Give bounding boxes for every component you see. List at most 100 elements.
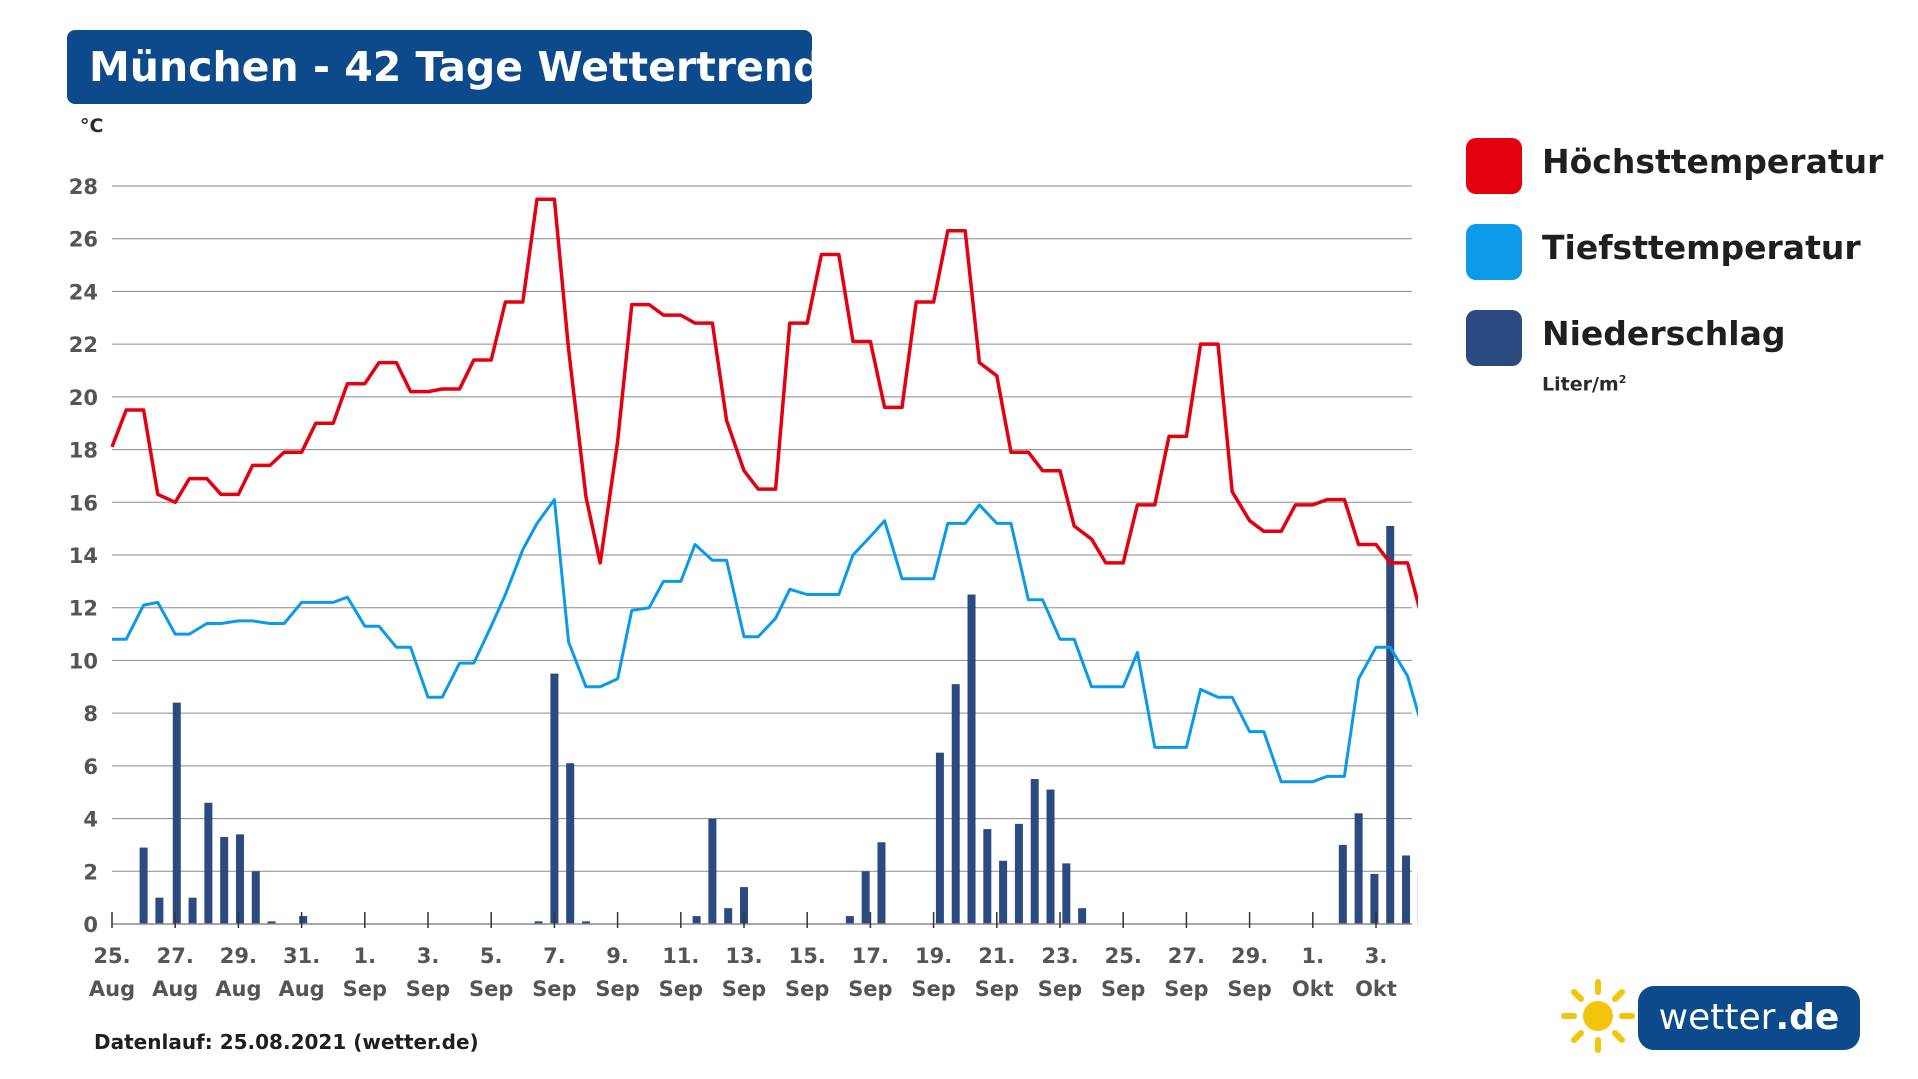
x-tick-label: Sep <box>722 977 766 1001</box>
y-tick-label: 14 <box>69 544 98 568</box>
x-tick-label: Sep <box>1038 977 1082 1001</box>
precipitation-bar <box>1402 855 1411 924</box>
page-title: München - 42 Tage Wettertrend <box>67 30 822 104</box>
precipitation-unit: Liter/m2 <box>1542 373 1626 395</box>
gridlines <box>112 185 1412 872</box>
x-tick-label: 29. <box>1231 944 1268 968</box>
x-tick-label: 23. <box>1041 944 1078 968</box>
precipitation-bar <box>1370 873 1379 924</box>
precipitation-bar <box>172 702 181 924</box>
x-tick-label: Aug <box>215 977 261 1001</box>
temperature-lines <box>110 197 1418 784</box>
max-temperature-line <box>110 197 1418 610</box>
precipitation-unit-base: Liter/m <box>1542 373 1619 396</box>
x-tick-label: 9. <box>606 944 629 968</box>
x-tick-label: Okt <box>1355 977 1397 1001</box>
min-temperature-line <box>112 498 1418 784</box>
precipitation-bar <box>1338 844 1347 924</box>
precipitation-bar <box>566 763 575 924</box>
y-tick-label: 10 <box>69 649 98 673</box>
precipitation-bar <box>1030 779 1039 924</box>
y-tick-label: 4 <box>83 808 98 832</box>
x-tick-label: Sep <box>785 977 829 1001</box>
x-tick-label: Sep <box>975 977 1019 1001</box>
precipitation-bar <box>204 802 213 924</box>
x-tick-label: 5. <box>480 944 503 968</box>
x-tick-label: Sep <box>848 977 892 1001</box>
x-tick-label: 7. <box>543 944 566 968</box>
y-tick-label: 18 <box>69 439 98 463</box>
precipitation-bar <box>983 829 992 924</box>
x-tick-label: Sep <box>532 977 576 1001</box>
x-tick-label: Sep <box>1164 977 1208 1001</box>
x-tick-label: 17. <box>852 944 889 968</box>
y-tick-label: 24 <box>69 280 98 304</box>
legend-label-max-temp: Höchsttemperatur <box>1542 142 1884 181</box>
precipitation-bar <box>139 847 148 924</box>
precipitation-bar <box>1078 908 1087 924</box>
x-tick-label: 11. <box>662 944 699 968</box>
legend-swatch-min-temp <box>1466 224 1522 280</box>
y-tick-label: 2 <box>83 860 98 884</box>
precipitation-bar <box>251 871 260 924</box>
x-tick-label: 13. <box>725 944 762 968</box>
precipitation-bar <box>188 897 197 924</box>
precipitation-unit-exponent: 2 <box>1618 373 1627 386</box>
x-tick-label: Aug <box>89 977 135 1001</box>
precipitation-bar <box>550 673 559 924</box>
precipitation-bar <box>299 916 308 924</box>
legend-swatch-precipitation <box>1466 310 1522 366</box>
precipitation-bar <box>235 834 244 924</box>
x-tick-label: Sep <box>659 977 703 1001</box>
y-tick-label: 28 <box>69 175 98 199</box>
x-tick-label: Sep <box>1101 977 1145 1001</box>
y-tick-label: 16 <box>69 491 98 515</box>
y-tick-label: 20 <box>69 386 98 410</box>
legend-swatch-max-temp <box>1466 138 1522 194</box>
precipitation-bar <box>951 684 960 924</box>
x-tick-label: Aug <box>278 977 324 1001</box>
x-tick-label: 31. <box>283 944 320 968</box>
x-tick-label: 21. <box>978 944 1015 968</box>
precipitation-bar <box>692 916 701 924</box>
precipitation-bar <box>999 860 1008 924</box>
precipitation-bar <box>582 921 590 924</box>
precipitation-bar <box>1354 813 1363 924</box>
precipitation-bar <box>967 594 976 924</box>
precipitation-bar <box>1062 863 1071 924</box>
y-tick-label: 26 <box>69 228 98 252</box>
x-tick-label: Okt <box>1292 977 1334 1001</box>
precipitation-bar <box>724 908 733 924</box>
x-tick-label: 27. <box>1168 944 1205 968</box>
logo-name: wetter <box>1658 997 1776 1038</box>
data-run-footer: Datenlauf: 25.08.2021 (wetter.de) <box>94 1030 479 1054</box>
precipitation-bar <box>877 842 886 924</box>
x-tick-label: 15. <box>789 944 826 968</box>
precipitation-bar <box>155 897 164 924</box>
x-tick-labels: 25. Aug 27. Aug 29. Aug 31. Aug 1. Sep 3. Sep 5. Sep 7… <box>89 944 1397 1001</box>
precipitation-bar <box>1386 526 1395 924</box>
precipitation-bars <box>139 526 1418 924</box>
x-tick-label: Sep <box>406 977 450 1001</box>
y-tick-label: 0 <box>83 913 98 937</box>
x-tick-label: Sep <box>595 977 639 1001</box>
precipitation-bar <box>267 921 276 924</box>
x-tick-label: Aug <box>152 977 198 1001</box>
y-tick-label: 6 <box>83 755 98 779</box>
x-tick-label: 3. <box>417 944 440 968</box>
precipitation-bar <box>1014 823 1023 924</box>
wetter-logo[interactable]: wetter.de <box>1560 978 1860 1054</box>
precipitation-bar <box>220 837 229 924</box>
legend-label-precipitation: Niederschlag <box>1542 314 1786 353</box>
y-tick-label: 22 <box>69 333 98 357</box>
x-tick-label: 25. <box>1105 944 1142 968</box>
y-tick-label: 12 <box>69 597 98 621</box>
x-tick-label: 25. <box>93 944 130 968</box>
x-tick-label: 1. <box>1302 944 1325 968</box>
precipitation-bar <box>740 887 748 924</box>
x-axis <box>111 912 1412 928</box>
x-tick-label: 29. <box>220 944 257 968</box>
legend-label-min-temp: Tiefsttemperatur <box>1542 228 1861 267</box>
